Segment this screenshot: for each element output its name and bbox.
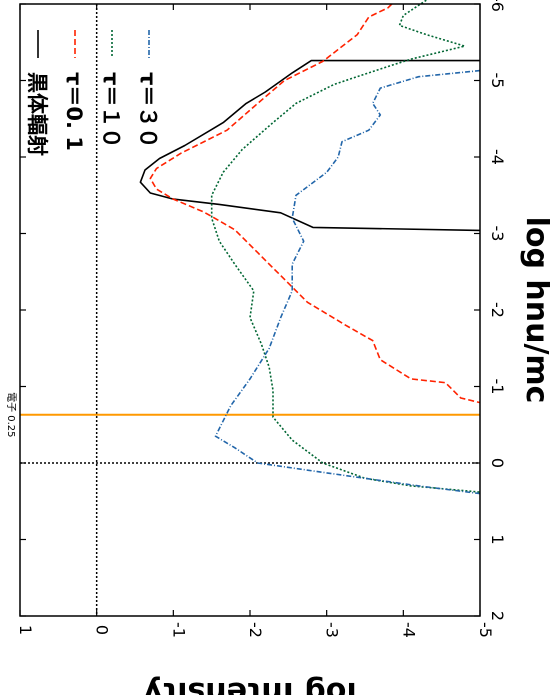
x-tick-label: -1 bbox=[488, 379, 507, 395]
x-axis-label: log hnu/mc bbox=[519, 217, 550, 404]
x-tick-label: -2 bbox=[488, 302, 507, 318]
legend-label-3: τ＝１０ bbox=[99, 72, 123, 148]
legend-layer: 黒体輻射 τ＝0. 1 τ＝１０ τ＝３０ bbox=[25, 30, 160, 156]
y-tick-label: -3 bbox=[323, 622, 342, 638]
series-line-4 bbox=[214, 69, 481, 495]
annotation-label: 電子 0.25 bbox=[5, 392, 17, 437]
legend-label-2: τ＝0. 1 bbox=[62, 72, 86, 151]
y-tick-label: 0 bbox=[93, 625, 112, 635]
series-layer bbox=[139, 0, 481, 495]
series-line-2 bbox=[149, 3, 481, 404]
x-axis-title: log hnu/mc bbox=[519, 217, 550, 404]
series-line-1 bbox=[139, 59, 481, 232]
y-tick-label: -5 bbox=[476, 622, 495, 638]
y-tick-label: -4 bbox=[399, 622, 418, 638]
annotation: 電子 0.25 bbox=[5, 392, 17, 437]
series-line-3 bbox=[210, 0, 481, 493]
x-tick-label: 1 bbox=[488, 534, 507, 544]
y-tick-label: -1 bbox=[169, 622, 188, 638]
x-tick-label: 0 bbox=[488, 458, 507, 468]
y-axis-label: log Intensity bbox=[143, 675, 357, 695]
x-tick-label: -4 bbox=[488, 149, 507, 165]
grid-layer bbox=[20, 4, 480, 616]
y-tick-label: 1 bbox=[16, 625, 35, 635]
x-tick-label: 2 bbox=[488, 611, 507, 621]
y-axis-title: log Intensity bbox=[143, 675, 357, 695]
legend-label-1: 黒体輻射 bbox=[25, 72, 49, 156]
plot-frame bbox=[19, 3, 481, 617]
x-tick-label: -6 bbox=[488, 0, 507, 12]
x-tick-label: -5 bbox=[488, 73, 507, 89]
legend-label-4: τ＝３０ bbox=[136, 72, 160, 148]
x-tick-label: -3 bbox=[488, 226, 507, 242]
y-tick-label: -2 bbox=[246, 622, 265, 638]
